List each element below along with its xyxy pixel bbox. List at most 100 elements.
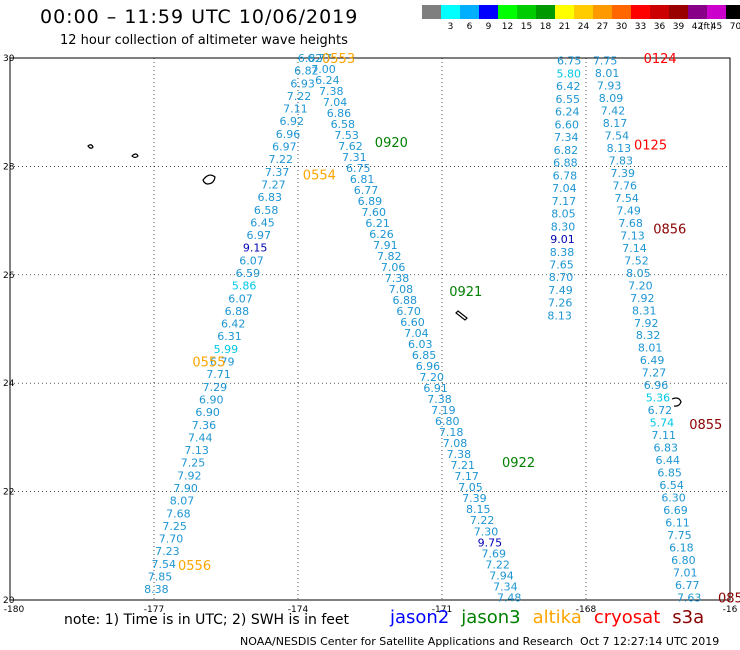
wave-height-value: 6.88 bbox=[553, 157, 578, 170]
lon-tick-label: -174 bbox=[288, 605, 309, 615]
wave-height-value: 6.89 bbox=[358, 195, 383, 208]
scale-label: 33 bbox=[634, 22, 647, 32]
wave-height-value: 8.05 bbox=[626, 267, 651, 280]
wave-height-value: 6.78 bbox=[553, 169, 578, 182]
scale-label: 21 bbox=[558, 22, 571, 32]
scale-label: 27 bbox=[596, 22, 609, 32]
lat-tick-label: 20 bbox=[3, 596, 15, 606]
wave-height-value: 7.00 bbox=[311, 63, 336, 76]
wave-height-value: 7.17 bbox=[454, 470, 479, 483]
lon-tick-label: -171 bbox=[432, 605, 452, 615]
wave-height-value: 7.49 bbox=[548, 284, 573, 297]
wave-height-value: 6.07 bbox=[239, 254, 264, 267]
wave-height-value: 7.04 bbox=[404, 327, 429, 340]
scale-label: 9 bbox=[485, 22, 492, 32]
wave-height-value: 8.13 bbox=[607, 142, 632, 155]
legend-entry: jason2 bbox=[390, 607, 450, 628]
lon-tick-label: -180 bbox=[4, 605, 25, 615]
wave-height-value: 9.15 bbox=[243, 242, 268, 255]
pass-time-label: 0553 bbox=[322, 52, 355, 67]
scale-swatch bbox=[612, 5, 631, 19]
wave-height-value: 8.15 bbox=[466, 503, 491, 516]
wave-height-value: 7.85 bbox=[148, 571, 173, 584]
wave-height-value: 7.19 bbox=[431, 404, 456, 417]
wave-height-value: 7.39 bbox=[462, 492, 487, 505]
wave-height-value: 6.88 bbox=[392, 294, 417, 307]
wave-height-value: 5.86 bbox=[232, 280, 257, 293]
wave-height-value: 8.09 bbox=[599, 92, 624, 105]
scale-swatch bbox=[479, 5, 498, 19]
wave-height-value: 6.45 bbox=[250, 216, 275, 229]
wave-height-value: 7.31 bbox=[342, 151, 367, 164]
lon-tick-label: -177 bbox=[144, 605, 164, 615]
track-values: 6.826.826.937.227.116.926.966.977.227.37… bbox=[144, 52, 701, 604]
wave-height-value: 7.42 bbox=[601, 105, 626, 118]
island-outline bbox=[87, 144, 94, 149]
scale-label: 42 bbox=[691, 22, 704, 32]
wave-height-value: 5.80 bbox=[556, 67, 581, 80]
wave-height-value: 6.80 bbox=[671, 554, 696, 567]
wave-height-value: 7.23 bbox=[155, 545, 180, 558]
wave-height-value: 7.22 bbox=[268, 153, 293, 166]
wave-height-value: 6.54 bbox=[659, 479, 684, 492]
wave-height-value: 6.77 bbox=[354, 184, 379, 197]
wave-height-value: 7.38 bbox=[319, 85, 344, 98]
wave-height-value: 6.93 bbox=[290, 77, 315, 90]
wave-height-value: 7.90 bbox=[173, 482, 198, 495]
wave-height-value: 6.85 bbox=[412, 349, 437, 362]
wave-height-value: 7.14 bbox=[622, 242, 647, 255]
wave-height-value: 6.96 bbox=[276, 128, 301, 141]
pass-time-label: 0854 bbox=[718, 591, 740, 606]
wave-height-value: 6.72 bbox=[648, 404, 673, 417]
wave-height-value: 8.38 bbox=[144, 583, 169, 596]
scale-swatch bbox=[688, 5, 707, 19]
wave-height-value: 8.05 bbox=[551, 208, 576, 221]
wave-height-value: 7.22 bbox=[485, 558, 510, 571]
wave-height-value: 8.17 bbox=[603, 117, 628, 130]
legend-entry: altika bbox=[532, 607, 582, 628]
wave-height-value: 6.42 bbox=[556, 80, 581, 93]
wave-height-value: 6.80 bbox=[435, 415, 460, 428]
scale-swatch bbox=[726, 5, 740, 19]
wave-height-value: 7.04 bbox=[323, 96, 348, 109]
wave-height-value: 6.07 bbox=[228, 292, 253, 305]
pass-time-label: 0855 bbox=[689, 418, 722, 433]
wave-height-value: 6.77 bbox=[307, 52, 332, 65]
lat-tick-label: 24 bbox=[3, 379, 15, 389]
scale-swatch bbox=[707, 5, 726, 19]
wave-height-value: 6.60 bbox=[400, 316, 425, 329]
wave-height-value: 7.11 bbox=[652, 429, 677, 442]
scale-label: 70 bbox=[729, 22, 740, 32]
satellite-legend: jason2 jason3 altika cryosat s3a bbox=[390, 607, 716, 628]
wave-height-value: 6.91 bbox=[423, 382, 448, 395]
pass-time-label: 0124 bbox=[644, 52, 677, 67]
wave-height-value: 7.27 bbox=[261, 178, 286, 191]
wave-height-value: 7.13 bbox=[184, 444, 209, 457]
island-outline bbox=[131, 153, 139, 159]
wave-height-value: 6.96 bbox=[644, 379, 669, 392]
wave-height-value: 7.25 bbox=[162, 520, 187, 533]
wave-height-value: 8.32 bbox=[636, 329, 661, 342]
scale-swatch bbox=[593, 5, 612, 19]
wave-height-value: 6.96 bbox=[416, 360, 441, 373]
wave-height-value: 7.92 bbox=[177, 469, 202, 482]
wave-height-value: 7.37 bbox=[265, 166, 290, 179]
wave-height-value: 7.49 bbox=[616, 204, 641, 217]
wave-height-value: 6.88 bbox=[225, 305, 250, 318]
island-outlines bbox=[87, 144, 682, 407]
wave-height-value: 7.05 bbox=[458, 481, 483, 494]
wave-height-value: 8.70 bbox=[549, 271, 574, 284]
wave-height-value: 7.18 bbox=[439, 426, 464, 439]
wave-height-value: 6.21 bbox=[365, 217, 390, 230]
wave-height-value: 6.30 bbox=[661, 491, 686, 504]
wave-height-value: 9.01 bbox=[550, 233, 575, 246]
wave-height-value: 7.21 bbox=[451, 459, 476, 472]
wave-height-value: 8.01 bbox=[595, 67, 620, 80]
wave-height-value: 6.58 bbox=[331, 118, 356, 131]
wave-height-value: 6.49 bbox=[640, 354, 665, 367]
wave-height-value: 7.92 bbox=[634, 317, 659, 330]
wave-height-value: 6.81 bbox=[350, 173, 375, 186]
wave-height-value: 7.63 bbox=[677, 591, 702, 604]
wave-height-value: 7.25 bbox=[181, 457, 206, 470]
